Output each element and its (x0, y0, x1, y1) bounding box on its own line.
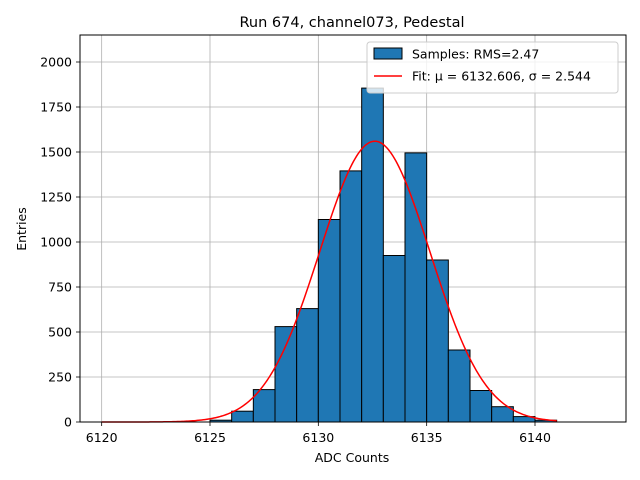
y-tick-label: 1500 (40, 145, 72, 160)
chart-title: Run 674, channel073, Pedestal (239, 15, 464, 31)
y-tick-label: 1250 (40, 190, 72, 205)
y-tick-label: 0 (64, 415, 72, 430)
x-axis-label: ADC Counts (315, 450, 390, 465)
x-tick-label: 6125 (194, 430, 226, 445)
plot-frame (79, 34, 627, 423)
legend-histogram-swatch (373, 47, 403, 60)
x-tick-label: 6135 (411, 430, 443, 445)
y-tick-label: 1000 (40, 235, 72, 250)
histogram-bar (339, 170, 363, 423)
x-tick-label: 6130 (302, 430, 334, 445)
y-tick-label: 1750 (40, 100, 72, 115)
x-tick-label: 6140 (519, 430, 551, 445)
y-tick-label: 2000 (40, 55, 72, 70)
histogram-bar (274, 326, 298, 423)
legend-fit-label: Fit: μ = 6132.606, σ = 2.544 (412, 69, 591, 84)
histogram-bar (426, 259, 449, 423)
histogram-bar (447, 349, 471, 423)
y-tick-label: 500 (48, 325, 72, 340)
histogram-bar (361, 87, 384, 423)
histogram-bar (296, 308, 319, 423)
y-axis-label: Entries (14, 207, 29, 251)
histogram-bar (404, 152, 428, 423)
legend-histogram-label: Samples: RMS=2.47 (412, 47, 539, 62)
y-tick-label: 750 (48, 280, 72, 295)
legend-box (366, 41, 619, 94)
histogram-bar (231, 410, 254, 423)
histogram-bar (382, 255, 406, 423)
legend: Samples: RMS=2.47 Fit: μ = 6132.606, σ =… (366, 41, 619, 94)
histogram-bar (469, 390, 493, 423)
histogram-bar (317, 219, 341, 423)
axis-ticks: 6120 6125 6130 6135 6140 0 250 500 750 1000 1250 15… (40, 55, 551, 446)
x-tick-label: 6120 (86, 430, 118, 445)
y-tick-label: 250 (48, 370, 72, 385)
